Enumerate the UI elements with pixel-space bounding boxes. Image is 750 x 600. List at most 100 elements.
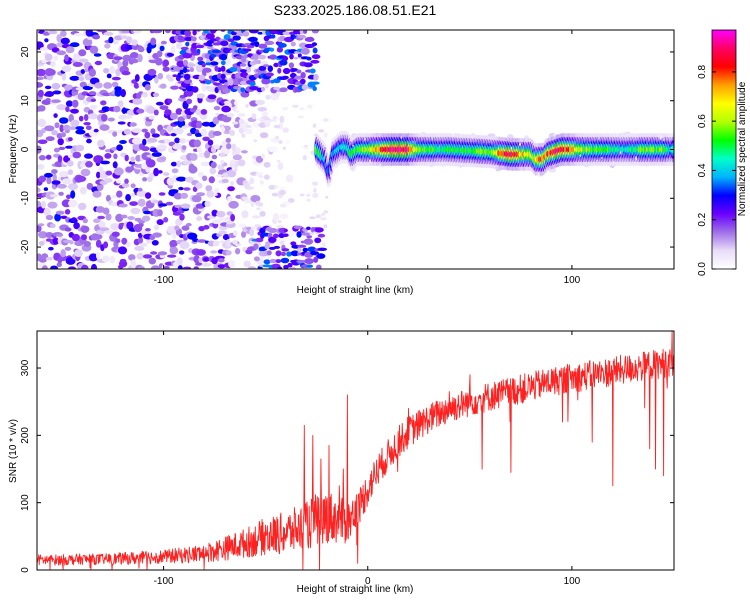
spectrogram-cell [68,199,78,208]
spectrogram-cell [207,94,217,100]
spectrogram-cell [264,120,270,123]
spectrogram-cell [64,246,72,251]
spectrogram-cell [173,128,184,135]
spectrogram-cell [290,41,296,47]
spectrogram-cell [261,112,269,116]
spectrogram-cell [69,240,74,245]
spectrogram-cell [181,145,187,151]
spectrogram-cell [158,192,166,196]
spectrogram-cell [211,154,218,160]
spectrogram-cell [198,171,204,178]
spectrogram-cell [51,169,58,174]
spectrogram-cell [215,113,220,116]
spectrogram-cell [56,183,67,189]
spectrogram-cell [96,171,101,179]
spectrogram-cell [268,236,277,243]
spectrogram-cell [93,155,104,164]
spectrogram-cell [220,53,228,61]
spectrogram-cell [196,44,205,49]
spectrogram-cell [222,234,230,241]
spectrogram-cell [253,53,260,60]
spectrogram-cell [179,69,184,74]
spectrogram-cell [212,131,222,136]
spectrogram-cell [312,86,317,92]
spectrogram-cell [130,58,139,64]
spectrogram-cell [200,128,208,137]
spectrogram-cell [226,113,235,118]
spectrogram-cell [210,61,219,66]
spectrogram-cell [260,86,266,92]
spectrogram-cell [204,200,211,208]
spectrogram-cell [185,41,190,47]
spectrogram-cell [141,128,148,133]
spectrogram-cell [198,257,203,263]
spectrogram-cell [241,150,248,154]
spectrogram-cell [160,83,167,89]
spectrogram-cell [76,175,87,182]
spectrogram-cell [152,92,160,98]
spectrogram-cell [257,54,267,60]
spectrogram-cell [210,161,217,169]
colorbar-tick-label: 0.0 [697,262,708,276]
spectrogram-cell [228,260,236,268]
spectrogram-cell [111,201,119,207]
spectrogram-cell [225,239,231,248]
spectrogram-cell [228,200,239,209]
spectrogram-x-label: Height of straight line (km) [297,285,414,296]
spectrogram-cell [309,68,316,74]
spectrogram-y-tick-label: 20 [20,46,31,58]
spectrogram-cell [81,234,87,241]
spectrogram-cell [303,62,313,68]
spectrogram-cell [159,105,169,110]
spectrogram-cell [277,237,287,244]
spectrogram-cell [152,30,163,34]
spectrogram-cell [156,50,163,58]
spectrogram-cell [61,72,67,81]
spectrogram-cell [310,59,320,64]
spectrogram-cell [206,190,215,198]
spectrogram-cell [113,105,121,113]
spectrogram-cell [146,106,156,114]
spectrogram-cell [265,84,269,89]
spectrogram-cell [59,124,64,133]
spectrogram-cell [119,140,127,144]
spectrogram-cell [234,168,238,172]
spectrogram-cell [115,238,121,244]
spectrogram-cell [92,190,102,198]
spectrogram-cell [111,81,119,88]
spectrogram-cell [134,74,140,82]
spectrogram-cell [180,203,191,209]
spectrogram-cell [266,255,272,259]
spectrogram-cell [304,258,314,265]
spectrogram-cell [183,187,191,191]
spectrogram-cell [176,176,187,182]
spectrogram-cell [61,132,66,138]
spectrogram-cell [187,232,198,240]
spectrogram-cell [83,241,91,247]
spectrogram-cell [117,100,124,108]
spectrogram-cell [37,105,46,112]
spectrogram-cell [162,59,170,67]
spectrogram-cell [323,132,328,138]
spectrogram-cell [211,49,222,54]
spectrogram-cell [132,98,143,105]
spectrogram-cell [248,36,258,43]
spectrogram-cell [132,30,142,34]
spectrogram-cell [79,186,87,195]
spectrogram-cell [265,94,271,100]
spectrogram-cell [70,119,80,128]
spectrogram-cell [275,259,282,264]
spectrogram-cell [75,87,85,91]
spectrogram-cell [61,178,72,185]
spectrogram-cell [213,193,218,196]
spectrogram-cell [297,244,307,248]
spectrogram-cell [225,137,231,143]
spectrogram-cell [157,72,164,80]
spectrogram-cell [44,91,55,97]
spectrogram-cell [137,232,143,239]
spectrogram-cell [261,153,265,159]
spectrogram-cell [176,160,182,168]
spectrogram-cell [220,159,225,165]
snr-series-line [37,331,674,570]
colorbar-ticks: 0.0 0.2 0.4 0.6 0.8 [697,64,736,276]
